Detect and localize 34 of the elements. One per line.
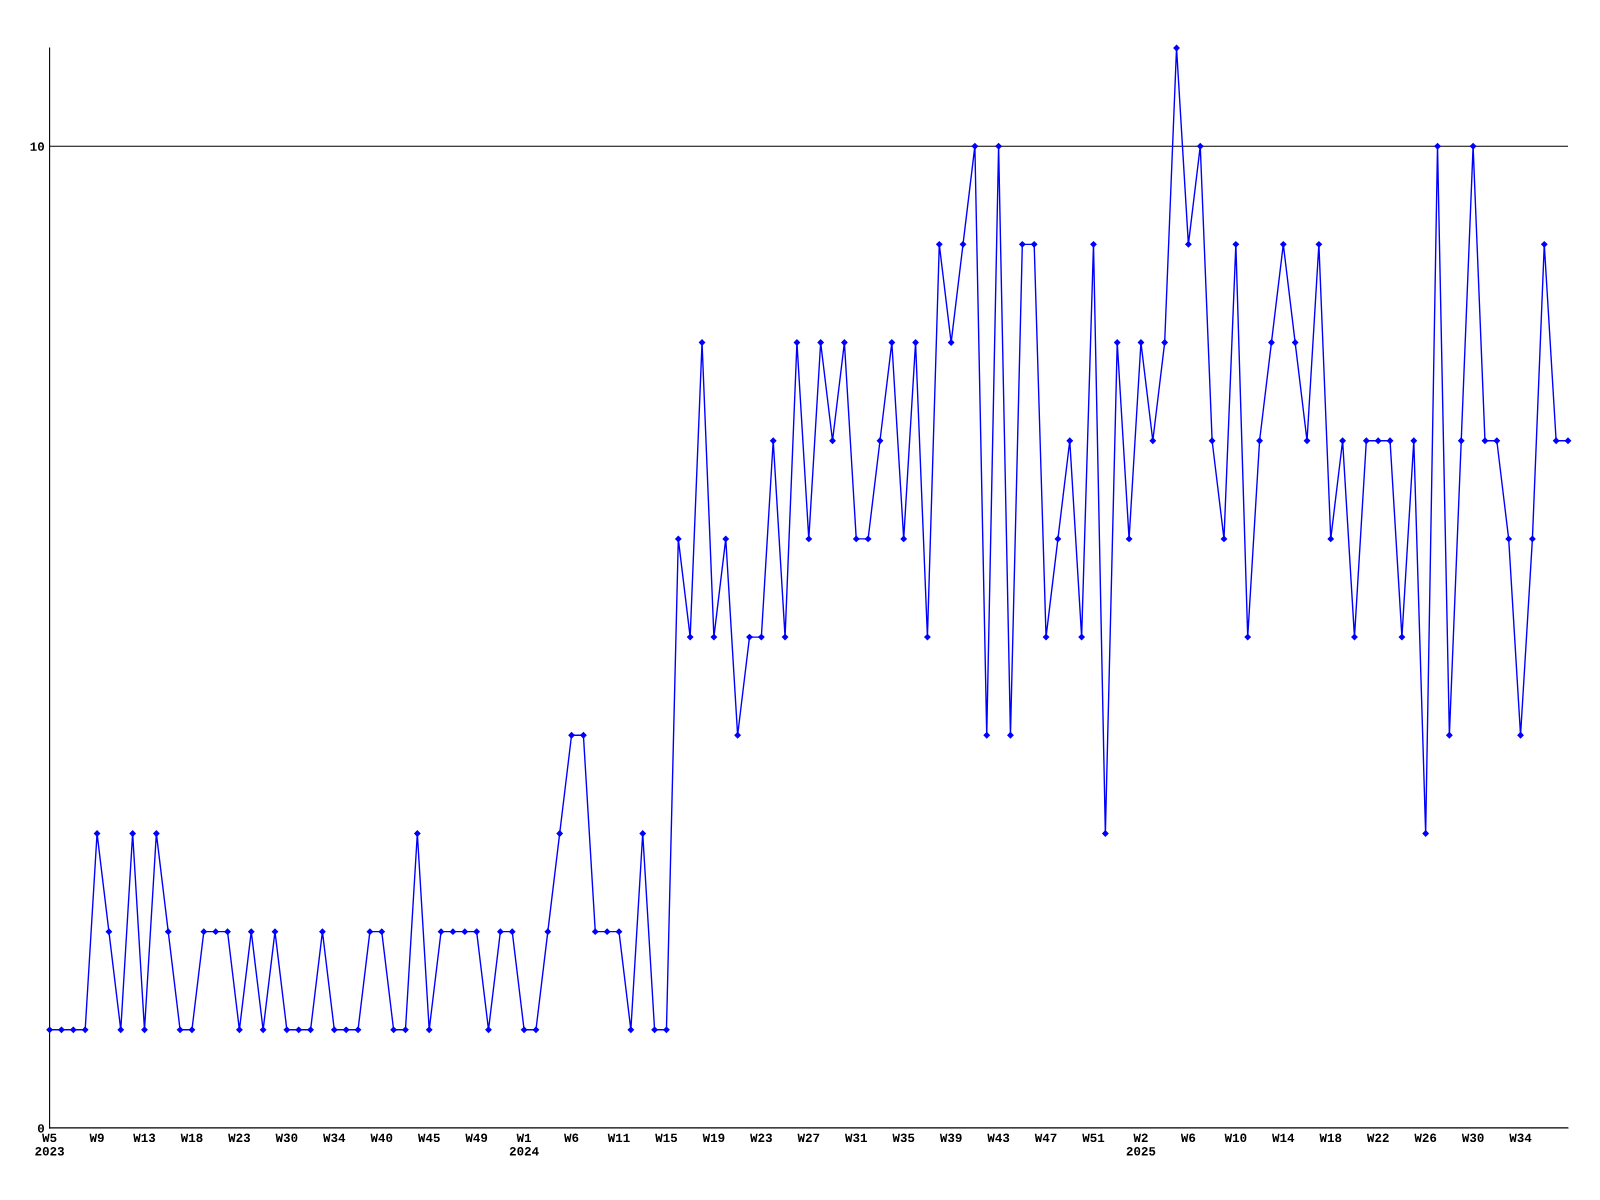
x-tick-label: W31	[845, 1133, 867, 1143]
x-tick-label: W18	[180, 1133, 203, 1143]
x-tick-label: W10	[1224, 1133, 1247, 1143]
x-tick-label: W27	[797, 1133, 820, 1142]
x-tick-label: W23	[750, 1133, 772, 1143]
y-tick-label: 0	[37, 1124, 45, 1133]
x-tick-label: W47	[1034, 1133, 1057, 1142]
x-tick-label: W34	[1509, 1133, 1532, 1143]
x-tick-label: W19	[702, 1133, 725, 1143]
x-tick-label: W39	[939, 1133, 962, 1143]
x-tick-label: W43	[987, 1133, 1010, 1143]
x-tick-label: W34	[323, 1133, 346, 1143]
x-tick-label: W51	[1082, 1133, 1105, 1143]
y-tick-label: 10	[30, 142, 45, 151]
x-tick-label: W30	[1461, 1133, 1484, 1143]
x-tick-label: W5 2023	[35, 1133, 64, 1156]
x-tick-label: W45	[417, 1133, 440, 1143]
x-tick-label: W1 2024	[509, 1133, 539, 1156]
x-tick-label: W9	[89, 1133, 104, 1143]
x-tick-label: W15	[655, 1133, 678, 1143]
x-tick-label: W40	[370, 1133, 393, 1143]
x-tick-label: W11	[607, 1133, 630, 1142]
x-tick-label: W2 2025	[1126, 1133, 1156, 1156]
x-tick-label: W13	[133, 1133, 156, 1143]
x-tick-label: W35	[892, 1133, 915, 1143]
x-tick-label: W22	[1366, 1133, 1389, 1142]
x-tick-label: W6	[564, 1133, 579, 1143]
x-tick-label: W6	[1180, 1133, 1196, 1143]
x-tick-label: W14	[1272, 1133, 1295, 1142]
x-tick-label: W23	[228, 1133, 251, 1143]
x-tick-label: W18	[1319, 1133, 1342, 1143]
x-tick-label: W30	[275, 1133, 298, 1143]
x-tick-label: W26	[1414, 1133, 1437, 1143]
x-tick-label: W49	[465, 1133, 488, 1143]
